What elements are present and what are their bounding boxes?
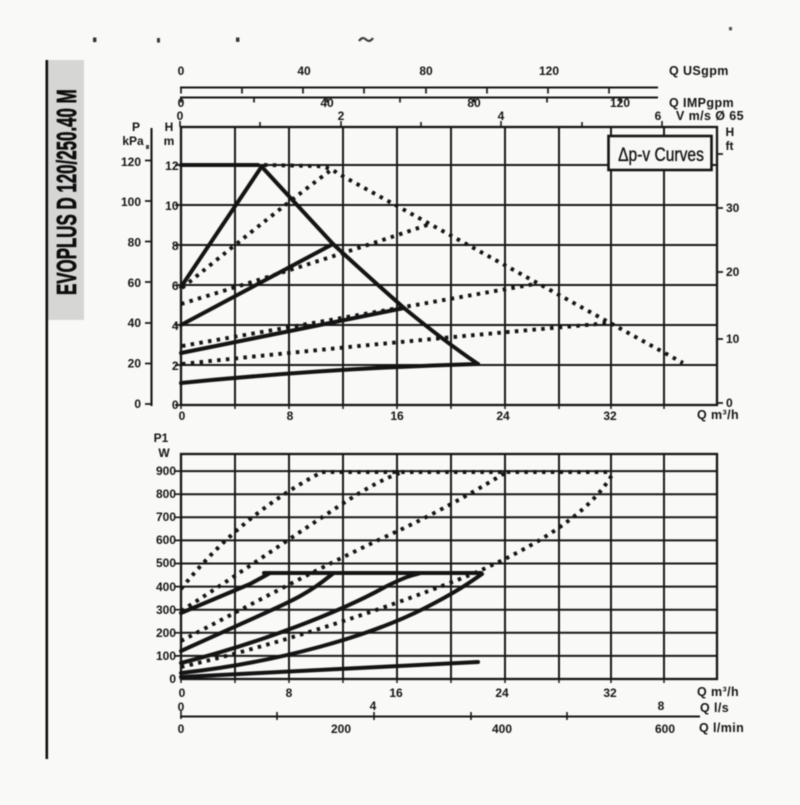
svg-text:900: 900	[156, 464, 176, 478]
svg-text:80: 80	[128, 236, 142, 250]
svg-text:40: 40	[320, 96, 334, 110]
svg-text:2: 2	[172, 359, 179, 373]
svg-text:10: 10	[165, 199, 179, 213]
svg-text:ft: ft	[726, 139, 734, 153]
svg-text:16: 16	[390, 409, 404, 423]
svg-text:20: 20	[726, 265, 740, 279]
svg-text:30: 30	[726, 201, 740, 215]
svg-text:Q l/s: Q l/s	[700, 701, 729, 715]
svg-text:400: 400	[156, 580, 176, 594]
svg-text:0: 0	[178, 64, 185, 78]
svg-text:8: 8	[287, 409, 294, 423]
svg-text:EVOPLUS D 120/250.40 M: EVOPLUS D 120/250.40 M	[51, 89, 82, 295]
svg-text:800: 800	[156, 487, 176, 501]
svg-text:0: 0	[179, 686, 186, 700]
svg-text:Q m³/h: Q m³/h	[697, 408, 739, 422]
svg-text:20: 20	[128, 357, 142, 371]
svg-text:300: 300	[156, 603, 176, 617]
svg-text:40: 40	[128, 316, 142, 330]
svg-text:8: 8	[658, 699, 665, 713]
svg-text:Q USgpm: Q USgpm	[669, 64, 729, 78]
svg-text:0: 0	[169, 672, 176, 686]
svg-text:Δp-v Curves: Δp-v Curves	[618, 143, 704, 165]
svg-text:0: 0	[726, 396, 733, 410]
svg-text:4: 4	[370, 699, 377, 713]
svg-text:24: 24	[496, 409, 510, 423]
svg-text:P: P	[132, 120, 140, 134]
svg-text:80: 80	[467, 96, 481, 110]
svg-text:0: 0	[134, 397, 141, 411]
svg-text:60: 60	[128, 276, 142, 290]
svg-text:32: 32	[603, 686, 617, 700]
svg-text:16: 16	[389, 686, 403, 700]
svg-text:120: 120	[539, 64, 559, 78]
svg-text:P1: P1	[154, 431, 169, 445]
svg-text:0: 0	[177, 109, 184, 123]
svg-text:0: 0	[178, 722, 185, 736]
svg-text:0: 0	[179, 409, 186, 423]
svg-text:V m/s Ø 65: V m/s Ø 65	[676, 109, 744, 123]
svg-text:10: 10	[726, 332, 740, 346]
svg-text:600: 600	[156, 533, 176, 547]
svg-text:0: 0	[172, 398, 179, 412]
svg-text:4: 4	[498, 109, 505, 123]
svg-text:100: 100	[121, 195, 141, 209]
svg-text:0: 0	[178, 700, 185, 714]
svg-text:700: 700	[156, 510, 176, 524]
svg-text:W: W	[158, 446, 170, 460]
svg-text:Q IMPgpm: Q IMPgpm	[669, 96, 734, 110]
svg-text:Q m³/h: Q m³/h	[697, 685, 739, 699]
svg-text:0: 0	[178, 96, 185, 110]
svg-text:32: 32	[603, 409, 617, 423]
svg-text:m: m	[164, 134, 175, 148]
svg-text:500: 500	[156, 556, 176, 570]
svg-text:8: 8	[286, 686, 293, 700]
svg-text:H: H	[165, 120, 174, 134]
svg-text:200: 200	[331, 722, 351, 736]
svg-text:Q l/min: Q l/min	[699, 721, 744, 735]
svg-text:120: 120	[121, 155, 141, 169]
svg-text:12: 12	[165, 159, 179, 173]
svg-text:8: 8	[172, 239, 179, 253]
svg-text:200: 200	[156, 626, 176, 640]
svg-text:100: 100	[156, 649, 176, 663]
svg-text:H: H	[726, 125, 735, 139]
svg-text:120: 120	[610, 96, 630, 110]
svg-text:400: 400	[492, 722, 512, 736]
svg-text:2: 2	[338, 109, 345, 123]
svg-text:6: 6	[655, 109, 662, 123]
svg-text:80: 80	[419, 64, 433, 78]
svg-text:4: 4	[172, 319, 179, 333]
svg-text:600: 600	[655, 722, 675, 736]
svg-text:kPa: kPa	[122, 134, 144, 148]
svg-text:6: 6	[172, 279, 179, 293]
svg-text:40: 40	[297, 64, 311, 78]
svg-text:24: 24	[495, 686, 509, 700]
